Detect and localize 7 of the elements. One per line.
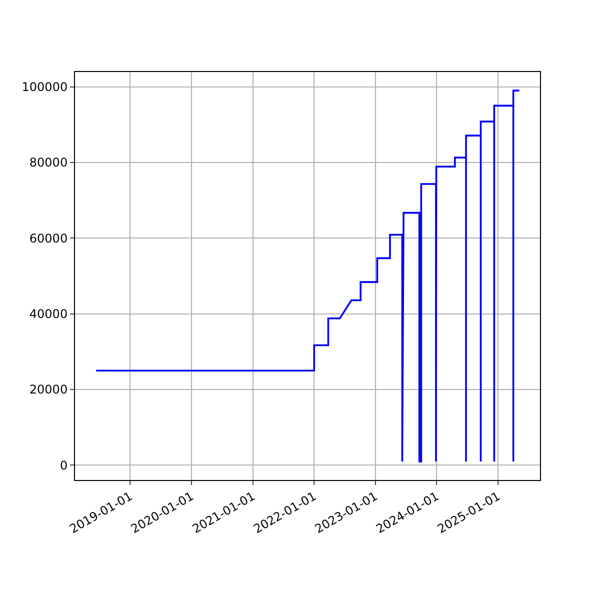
y-tick-label: 20000 bbox=[29, 382, 68, 397]
y-tick-label: 40000 bbox=[29, 307, 68, 322]
y-tick-label: 0 bbox=[60, 458, 68, 472]
y-tick-label: 80000 bbox=[29, 156, 68, 170]
y-tick-label: 60000 bbox=[29, 231, 68, 246]
line-series bbox=[95, 90, 520, 462]
y-tick-label: 100000 bbox=[22, 80, 68, 94]
